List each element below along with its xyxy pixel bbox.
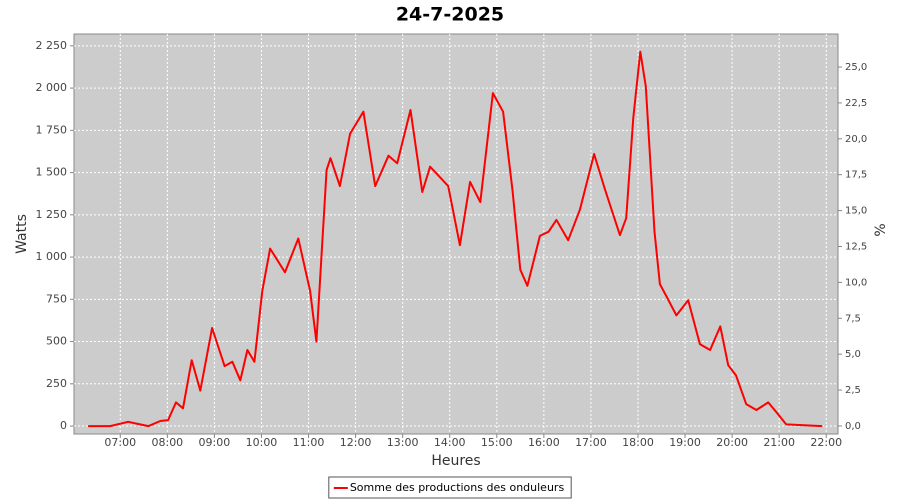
x-tick-label: 08:00 (151, 436, 183, 449)
x-tick-label: 14:00 (434, 436, 466, 449)
y2-axis-title: % (873, 223, 889, 236)
y-tick-label: 1 000 (36, 250, 68, 263)
y-tick-label: 2 250 (36, 39, 68, 52)
y2-tick-label: 12,5 (845, 241, 867, 252)
y2-tick-label: 17,5 (845, 170, 867, 181)
y2-tick-label: 10,0 (845, 277, 867, 288)
y-tick-label: 750 (46, 292, 67, 305)
y2-tick-label: 15,0 (845, 206, 867, 217)
x-tick-label: 07:00 (104, 436, 136, 449)
y2-tick-label: 5,0 (845, 349, 861, 360)
y2-tick-label: 22,5 (845, 98, 867, 109)
x-tick-label: 10:00 (246, 436, 278, 449)
x-tick-label: 18:00 (622, 436, 654, 449)
plot-area (73, 33, 839, 435)
y-tick-label: 500 (46, 335, 67, 348)
y2-tick-label: 25,0 (845, 62, 867, 73)
x-tick-label: 15:00 (481, 436, 513, 449)
x-tick-label: 19:00 (669, 436, 701, 449)
y2-tick-label: 2,5 (845, 385, 861, 396)
x-tick-label: 09:00 (199, 436, 231, 449)
x-axis-title: Heures (431, 453, 480, 469)
y-tick-label: 1 250 (36, 208, 68, 221)
y-tick-label: 1 750 (36, 123, 68, 136)
y-tick-label: 1 500 (36, 166, 68, 179)
y-tick-label: 2 000 (36, 81, 68, 94)
y-tick-label: 0 (60, 419, 67, 432)
y-tick-label: 250 (46, 377, 67, 390)
y2-tick-label: 7,5 (845, 313, 861, 324)
x-tick-label: 11:00 (293, 436, 325, 449)
y-axis-title: Watts (14, 214, 30, 254)
data-line (88, 50, 823, 428)
x-tick-label: 20:00 (716, 436, 748, 449)
y2-tick-label: 0,0 (845, 421, 861, 432)
chart-title: 24-7-2025 (396, 4, 504, 26)
y2-tick-label: 20,0 (845, 134, 867, 145)
x-tick-label: 16:00 (528, 436, 560, 449)
legend-label: Somme des productions des onduleurs (350, 481, 565, 494)
x-tick-label: 22:00 (810, 436, 842, 449)
legend-box (328, 476, 572, 499)
x-tick-label: 12:00 (340, 436, 372, 449)
x-tick-label: 13:00 (387, 436, 419, 449)
x-tick-label: 17:00 (575, 436, 607, 449)
x-tick-label: 21:00 (763, 436, 795, 449)
